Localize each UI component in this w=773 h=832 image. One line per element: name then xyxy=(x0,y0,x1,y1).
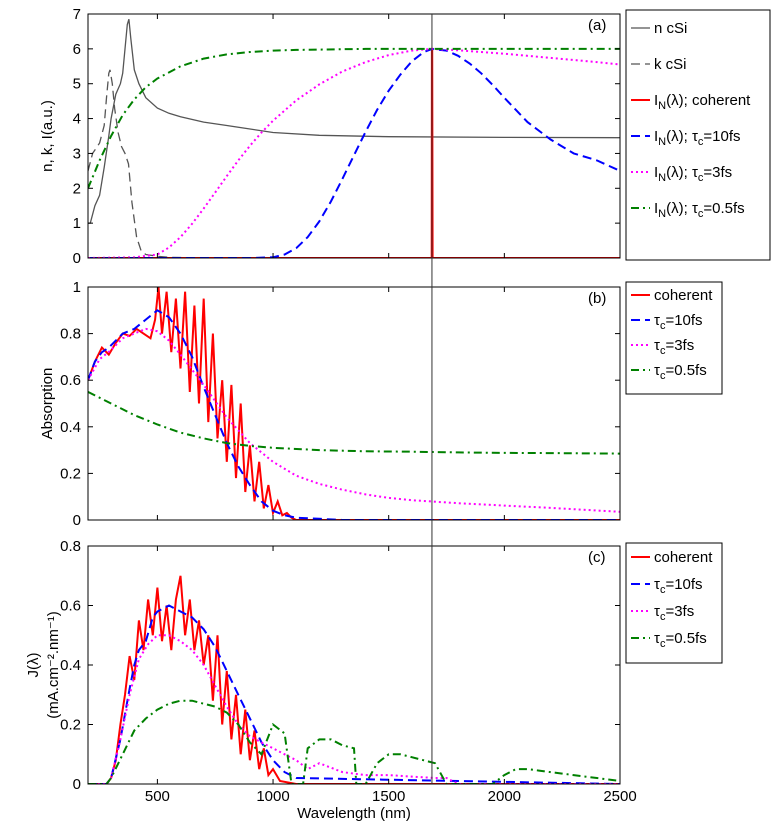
series-line-0-1 xyxy=(88,69,620,258)
series-line-0-0 xyxy=(88,19,620,224)
series-line-2-2 xyxy=(88,634,620,784)
x-axis-label: Wavelength (nm) xyxy=(297,805,411,822)
y-axis-label: n, k, I(a.u.) xyxy=(39,100,56,172)
y-axis-label: J(λ) (mA.cm⁻².nm⁻¹) xyxy=(25,611,62,718)
series-line-2-3 xyxy=(88,699,620,784)
x-tick-label: 2500 xyxy=(603,788,636,805)
y-tick-label: 0 xyxy=(73,512,81,529)
x-tick-label: 1000 xyxy=(256,788,289,805)
legend-label: IN(λ); τc=3fs xyxy=(654,164,732,184)
y-tick-label: 0.2 xyxy=(60,717,81,734)
series-line-0-4 xyxy=(88,47,620,258)
legend-label: coherent xyxy=(654,287,713,304)
series-line-0-5 xyxy=(88,47,620,189)
y-tick-label: 6 xyxy=(73,41,81,58)
series-line-1-2 xyxy=(88,327,620,513)
y-tick-label: 0.8 xyxy=(60,538,81,555)
legend-label: τc=10fs xyxy=(654,312,703,332)
series-line-0-3 xyxy=(88,47,620,258)
y-tick-label: 1 xyxy=(73,215,81,232)
legend-label: IN(λ); τc=10fs xyxy=(654,128,741,148)
legend-label: n cSi xyxy=(654,20,687,37)
y-tick-label: 7 xyxy=(73,6,81,23)
panel-label: (c) xyxy=(588,549,606,566)
legend-label: coherent xyxy=(654,549,713,566)
panel-2: 500 1000 1500 2000 2500 0 0.2 0.4 0.6 0.8 (c) J(λ)(… xyxy=(25,538,723,822)
legend-box-0 xyxy=(625,9,771,261)
series-line-0-2 xyxy=(88,47,620,258)
axes-box-0 xyxy=(87,13,621,259)
legend-label: τc=3fs xyxy=(654,603,694,623)
y-tick-label: 0.2 xyxy=(60,465,81,482)
y-tick-label: 0.4 xyxy=(60,657,81,674)
y-tick-label: 1 xyxy=(73,279,81,296)
y-tick-label: 0.6 xyxy=(60,372,81,389)
y-tick-label: 4 xyxy=(73,111,81,128)
panel-label: (a) xyxy=(588,17,606,34)
y-tick-label: 0.8 xyxy=(60,326,81,343)
legend-label: τc=3fs xyxy=(654,337,694,357)
legend-label: τc=0.5fs xyxy=(654,630,707,650)
x-tick-label: 500 xyxy=(145,788,170,805)
x-tick-label: 1500 xyxy=(372,788,405,805)
y-tick-label: 0.6 xyxy=(60,598,81,615)
axes-box-1 xyxy=(87,286,621,521)
legend-box-2 xyxy=(625,542,723,664)
y-tick-label: 5 xyxy=(73,76,81,93)
series-line-2-1 xyxy=(88,604,620,784)
series-line-1-3 xyxy=(88,391,620,455)
legend-label: IN(λ); coherent xyxy=(654,92,751,112)
x-tick-label: 2000 xyxy=(488,788,521,805)
y-tick-label: 3 xyxy=(73,145,81,162)
y-axis-label: Absorption xyxy=(39,368,56,440)
y-tick-label: 2 xyxy=(73,180,81,197)
series-line-1-0 xyxy=(88,287,620,520)
legend-label: k cSi xyxy=(654,56,687,73)
y-tick-label: 0.4 xyxy=(60,419,81,436)
y-tick-label: 0 xyxy=(73,250,81,267)
legend-box-1 xyxy=(625,281,723,395)
legend-label: IN(λ); τc=0.5fs xyxy=(654,200,745,220)
series-line-1-1 xyxy=(88,309,620,520)
legend-label: τc=0.5fs xyxy=(654,362,707,382)
panel-1: 0 0.2 0.4 0.6 0.8 1 (b) Absorption coherent τc=10… xyxy=(39,279,723,529)
legend-label: τc=10fs xyxy=(654,576,703,596)
panel-label: (b) xyxy=(588,290,606,307)
y-tick-label: 0 xyxy=(73,776,81,793)
panel-0: 0 1 2 3 4 5 6 7 (a) n, k, I(a.u.) n cSi k cSi IN(λ);… xyxy=(39,6,771,267)
